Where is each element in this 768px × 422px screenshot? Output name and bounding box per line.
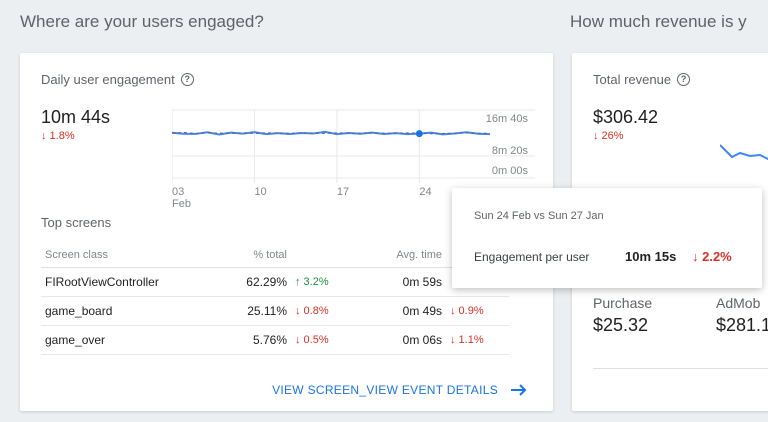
top-screens-table: Screen class % total Avg. time FIRootVie… <box>41 243 509 355</box>
screen-name: FIRootViewController <box>41 267 211 297</box>
top-screens-title: Top screens <box>41 215 112 230</box>
chart-tooltip: Sun 24 Feb vs Sun 27 Jan Engagement per … <box>452 188 762 288</box>
revenue-card-title: Total revenue <box>593 72 672 87</box>
pct-delta: ↓ 0.8% <box>291 296 351 326</box>
tooltip-delta: ↓ 2.2% <box>692 249 732 264</box>
view-event-details-link[interactable]: VIEW SCREEN_VIEW EVENT DETAILS <box>272 383 528 397</box>
table-header-row: Screen class % total Avg. time <box>41 243 509 268</box>
screen-name: game_over <box>41 325 211 355</box>
y-tick-label: 16m 40s <box>486 113 529 125</box>
time-delta: ↓ 1.1% <box>446 325 509 355</box>
revenue-series-line <box>720 144 768 161</box>
screen-name: game_board <box>41 296 211 326</box>
col-screen-class[interactable]: Screen class <box>41 243 211 268</box>
table-row[interactable]: game_over 5.76% ↓ 0.5% 0m 06s ↓ 1.1% <box>41 325 509 355</box>
purchase-label: Purchase <box>593 295 653 311</box>
x-tick-month-label: Feb <box>172 198 191 210</box>
pct-delta: ↓ 0.5% <box>291 325 351 355</box>
col-avg-time[interactable]: Avg. time <box>351 243 446 268</box>
tooltip-label: Engagement per user <box>474 250 590 264</box>
pct-total: 62.29% <box>211 267 291 297</box>
x-tick-label: 03 <box>172 186 184 198</box>
y-tick-label: 8m 20s <box>492 145 529 157</box>
revenue-line-chart[interactable] <box>720 133 768 173</box>
engagement-delta: ↓ 1.8% <box>41 130 75 142</box>
avg-time: 0m 06s <box>351 325 446 355</box>
x-tick-label: 10 <box>254 186 266 198</box>
pct-total: 5.76% <box>211 325 291 355</box>
engagement-value: 10m 44s <box>41 107 111 127</box>
arrow-right-icon <box>511 384 527 396</box>
table-row[interactable]: FIRootViewController 62.29% ↑ 3.2% 0m 59… <box>41 267 509 297</box>
tooltip-date-range: Sun 24 Feb vs Sun 27 Jan <box>474 210 604 222</box>
revenue-delta: ↓ 26% <box>593 130 624 142</box>
help-icon[interactable]: ? <box>677 73 691 86</box>
divider <box>593 368 768 369</box>
admob-label: AdMob <box>716 295 761 311</box>
x-tick-label: 17 <box>337 186 349 198</box>
revenue-value: $306.42 <box>593 107 659 127</box>
view-event-details-label: VIEW SCREEN_VIEW EVENT DETAILS <box>272 383 498 397</box>
pct-total: 25.11% <box>211 296 291 326</box>
revenue-section-title: How much revenue is y <box>570 12 747 31</box>
previous-period-series <box>172 131 491 135</box>
pct-delta: ↑ 3.2% <box>291 267 351 297</box>
avg-time: 0m 49s <box>351 296 446 326</box>
engagement-section-title: Where are your users engaged? <box>20 12 264 31</box>
y-tick-label: 0m 00s <box>492 165 529 177</box>
engagement-card-title: Daily user engagement <box>41 72 175 87</box>
engagement-card-header: Daily user engagement ? <box>41 72 194 87</box>
time-delta: ↓ 0.9% <box>446 296 509 326</box>
avg-time: 0m 59s <box>351 267 446 297</box>
help-icon[interactable]: ? <box>180 73 194 86</box>
table-row[interactable]: game_board 25.11% ↓ 0.8% 0m 49s ↓ 0.9% <box>41 296 509 326</box>
x-tick-label: 24 <box>419 186 431 198</box>
admob-value: $281.1 <box>716 315 768 335</box>
tooltip-value: 10m 15s <box>625 249 677 264</box>
revenue-card-header: Total revenue ? <box>593 72 691 87</box>
highlight-point <box>415 130 423 138</box>
purchase-value: $25.32 <box>593 315 649 335</box>
col-pct-delta <box>291 243 351 268</box>
col-pct-total[interactable]: % total <box>211 243 291 268</box>
